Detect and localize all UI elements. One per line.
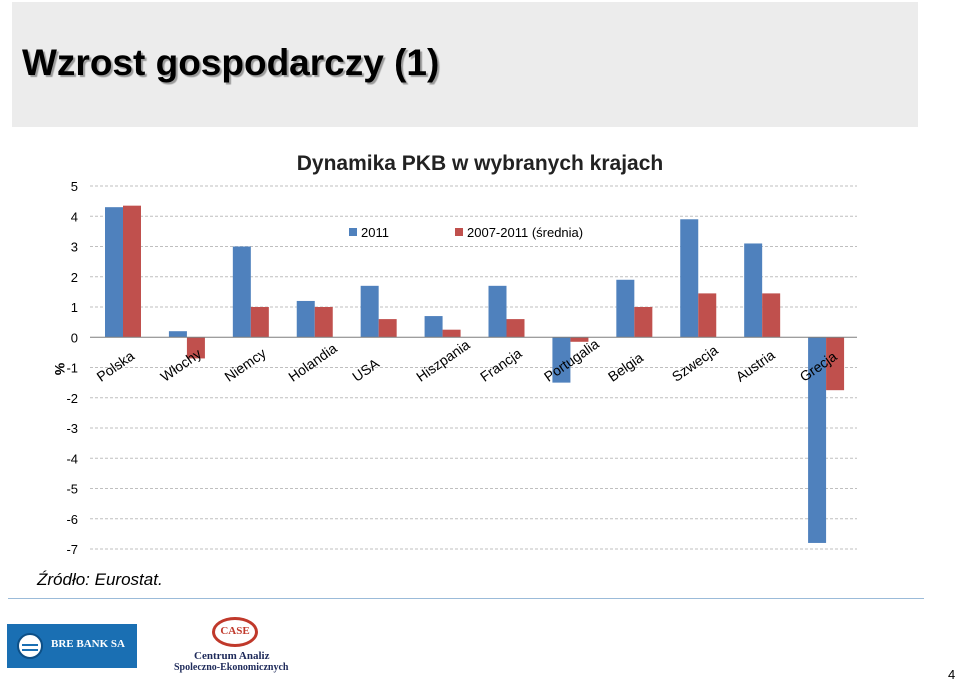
y-tick-label: -1 xyxy=(66,361,78,376)
category-label: Holandia xyxy=(285,340,340,385)
bar-2007-2011-rednia--6 xyxy=(506,319,525,338)
legend-swatch xyxy=(455,228,463,236)
y-tick-label: 5 xyxy=(71,179,78,194)
bar-2011-1 xyxy=(168,331,187,338)
bre-bank-name: BRE BANK SA xyxy=(51,638,125,650)
case-name-line1: Centrum Analiz xyxy=(194,650,270,662)
bar-2007-2011-rednia--9 xyxy=(698,293,717,338)
slide-title: Wzrost gospodarczy (1) xyxy=(22,42,440,83)
y-tick-label: 1 xyxy=(71,300,78,315)
bar-2011-9 xyxy=(680,219,699,338)
bar-2011-4 xyxy=(360,285,379,338)
category-label: Portugalia xyxy=(541,335,602,384)
gdp-bar-chart: Dynamika PKB w wybranych krajach 5 4 3 2 1 0 -1… xyxy=(52,152,857,557)
bar-2007-2011-rednia--8 xyxy=(634,307,653,338)
category-label: Niemcy xyxy=(221,345,268,385)
bar-2007-2011-rednia--4 xyxy=(378,319,397,338)
legend-label: 2011 xyxy=(361,225,389,240)
category-label: Szwecja xyxy=(669,342,721,385)
category-label: Włochy xyxy=(157,345,204,384)
chart-title: Dynamika PKB w wybranych krajach xyxy=(297,152,664,175)
bar-2007-2011-rednia--7 xyxy=(570,337,589,342)
bar-2011-3 xyxy=(296,300,315,338)
bar-2011-10 xyxy=(744,243,763,338)
bar-2007-2011-rednia--10 xyxy=(762,293,781,338)
y-tick-label: 4 xyxy=(71,209,78,224)
y-tick-label: 3 xyxy=(71,240,78,255)
case-mark: CASE xyxy=(220,625,250,637)
category-label: Hiszpania xyxy=(413,336,473,384)
bre-emblem-icon xyxy=(17,633,43,659)
y-tick-label: -2 xyxy=(66,391,78,406)
bar-2007-2011-rednia--5 xyxy=(442,329,461,338)
bar-2007-2011-rednia--1 xyxy=(186,337,205,359)
bar-2007-2011-rednia--11 xyxy=(826,337,845,391)
bar-2011-6 xyxy=(488,285,507,338)
title-band xyxy=(12,2,918,127)
category-label: Polska xyxy=(94,347,138,384)
legend-swatch xyxy=(349,228,357,236)
bar-2011-7 xyxy=(552,337,571,383)
footer-divider xyxy=(8,598,924,599)
y-tick-label: -7 xyxy=(66,542,78,557)
bar-2011-11 xyxy=(808,337,827,543)
y-tick-label: -6 xyxy=(66,512,78,527)
y-tick-label: 0 xyxy=(71,330,78,345)
bar-2011-8 xyxy=(616,279,635,338)
bar-2007-2011-rednia--3 xyxy=(314,307,333,338)
bar-2007-2011-rednia--2 xyxy=(250,307,269,338)
y-tick-label: -4 xyxy=(66,451,78,466)
category-label: Austria xyxy=(733,346,778,384)
case-emblem-icon xyxy=(212,617,258,647)
category-label: Francja xyxy=(477,345,525,385)
bar-2011-5 xyxy=(424,316,443,338)
page-number: 4 xyxy=(948,667,956,682)
legend-label: 2007-2011 (średnia) xyxy=(467,225,583,240)
source-note: Źródło: Eurostat. xyxy=(37,570,163,589)
y-axis-label: % xyxy=(52,363,68,376)
y-tick-label: -3 xyxy=(66,421,78,436)
case-name-line2: Spoleczno-Ekonomicznych xyxy=(174,662,289,673)
bar-2007-2011-rednia--0 xyxy=(123,205,141,338)
y-tick-label: 2 xyxy=(71,270,78,285)
bar-2011-2 xyxy=(232,246,251,338)
bre-bank-logo: BRE BANK SA xyxy=(7,624,137,668)
category-label: USA xyxy=(349,355,382,385)
y-tick-label: -5 xyxy=(66,482,78,497)
bar-2011-0 xyxy=(105,207,123,338)
category-label: Belgia xyxy=(605,349,646,385)
